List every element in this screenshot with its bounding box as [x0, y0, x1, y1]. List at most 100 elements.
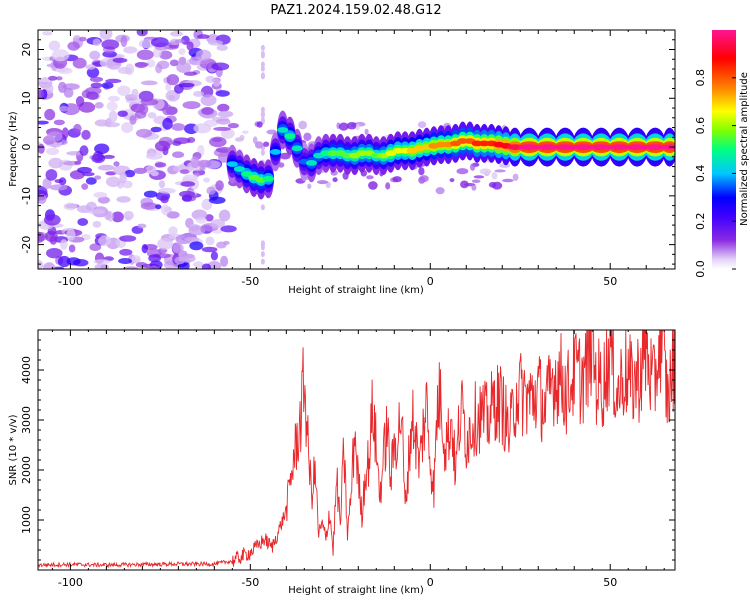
noise-blob: [179, 169, 190, 175]
noise-blob: [72, 57, 87, 69]
noise-blob: [51, 49, 70, 62]
noise-blob: [113, 161, 120, 167]
noise-blob: [57, 255, 71, 268]
noise-blob: [417, 121, 427, 128]
noise-blob: [169, 59, 179, 67]
x-tick-label: -100: [58, 576, 83, 589]
noise-blob: [419, 175, 429, 183]
noise-blob: [492, 181, 503, 190]
noise-blob: [216, 44, 228, 51]
ridge-segment: [572, 144, 595, 151]
y-tick-label: 20: [20, 43, 33, 57]
noise-blob: [205, 214, 214, 222]
noise-blob: [471, 179, 481, 183]
noise-blob: [146, 152, 163, 160]
noise-blob: [58, 81, 67, 93]
noise-blob: [172, 151, 185, 158]
y-tick-label: 1000: [20, 506, 33, 534]
y-tick-label: 0: [20, 144, 33, 151]
ridge-segment: [233, 166, 246, 172]
noise-blob: [385, 182, 391, 190]
ridge-segment: [241, 171, 253, 177]
noise-blob: [210, 251, 218, 261]
ridge-segment: [518, 144, 541, 151]
colorbar-label: Normalized spectral amplitude: [739, 72, 750, 226]
noise-blob: [220, 225, 237, 233]
noise-blob: [53, 119, 65, 126]
noise-blob: [74, 160, 82, 165]
noise-blob: [87, 209, 106, 215]
noise-blob: [190, 156, 200, 169]
noise-blob: [118, 258, 133, 264]
noise-blob: [157, 60, 170, 70]
noise-blob: [263, 141, 270, 147]
noise-blob: [260, 149, 265, 156]
noise-blob: [256, 121, 263, 128]
noise-blob: [150, 126, 162, 133]
noise-blob: [184, 71, 197, 76]
noise-blob: [471, 184, 477, 191]
noise-blob: [77, 218, 89, 226]
noise-blob: [140, 98, 159, 106]
noise-blob: [205, 236, 215, 246]
colorbar-tick-label: 0.8: [694, 69, 707, 87]
snr-xlabel: Height of straight line (km): [288, 585, 424, 596]
snr-series-line: [38, 330, 675, 569]
noise-blob: [173, 137, 191, 144]
noise-blob: [79, 145, 89, 156]
noise-blob: [193, 90, 205, 97]
noise-blob: [332, 177, 338, 183]
noise-blob: [72, 35, 82, 44]
ridge-segment: [507, 144, 523, 151]
noise-blob: [108, 110, 118, 123]
noise-blob: [154, 162, 167, 168]
noise-blob: [180, 181, 196, 187]
noise-blob: [90, 82, 103, 89]
noise-blob: [97, 164, 115, 171]
noise-blob: [470, 163, 476, 171]
colorbar-tick-label: 0.6: [694, 117, 707, 135]
figure-title: PAZ1.2024.159.02.48.G12: [270, 3, 441, 18]
noise-blob: [101, 39, 120, 50]
noise-blob: [260, 240, 265, 247]
noise-blob: [260, 111, 265, 118]
noise-blob: [182, 101, 201, 110]
noise-blob: [260, 251, 265, 258]
noise-blob: [220, 255, 229, 267]
noise-blob: [220, 128, 235, 139]
noise-blob: [124, 169, 136, 178]
noise-blob: [131, 255, 141, 263]
noise-blob: [210, 219, 226, 228]
spectrogram-marks: [38, 30, 675, 269]
noise-blob: [59, 105, 69, 112]
noise-blob: [449, 178, 455, 183]
ridge-segment: [269, 149, 282, 155]
noise-blob: [172, 242, 184, 254]
x-tick-label: -50: [241, 576, 259, 589]
noise-blob: [179, 190, 196, 198]
colorbar-tick-label: 0.4: [694, 165, 707, 183]
noise-blob: [136, 128, 152, 138]
noise-blob: [134, 62, 148, 69]
x-tick-label: 0: [427, 576, 434, 589]
noise-blob: [85, 64, 96, 70]
noise-blob: [67, 41, 80, 51]
noise-blob: [146, 59, 156, 68]
noise-blob: [208, 40, 223, 46]
noise-blob: [42, 177, 52, 190]
noise-blob: [502, 178, 514, 183]
noise-blob: [123, 266, 139, 269]
ridge-segment: [590, 144, 613, 151]
noise-blob: [155, 204, 162, 210]
noise-blob: [200, 94, 217, 106]
noise-blob: [77, 166, 92, 174]
noise-blob: [215, 90, 230, 97]
ridge-segment: [262, 175, 274, 182]
noise-blob: [93, 259, 111, 265]
noise-blob: [129, 115, 137, 125]
noise-blob: [213, 126, 232, 131]
noise-blob: [211, 62, 230, 71]
noise-blob: [137, 223, 147, 229]
noise-blob: [170, 31, 183, 37]
noise-blob: [456, 168, 469, 175]
